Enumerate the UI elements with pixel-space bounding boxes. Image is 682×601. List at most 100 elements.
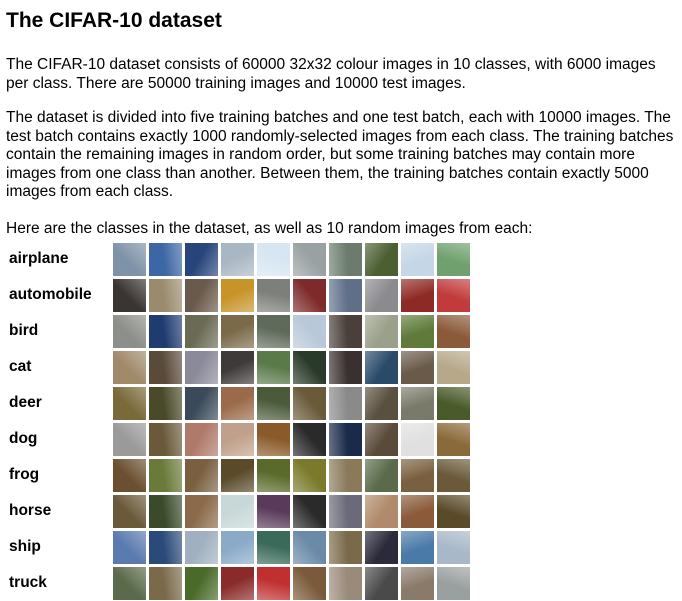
sample-image [365,566,398,600]
sample-image [437,242,470,276]
class-row: dog [9,421,470,457]
sample-image [401,494,434,528]
sample-image [113,530,146,564]
sample-image [293,530,326,564]
class-label: deer [9,394,42,411]
page-title: The CIFAR-10 dataset [6,9,222,32]
sample-image [257,350,290,384]
sample-image [437,350,470,384]
sample-image [437,530,470,564]
class-row: truck [9,565,470,601]
class-label: airplane [9,250,69,267]
sample-image [221,278,254,312]
class-images [113,493,470,529]
class-images [113,421,470,457]
sample-image [221,494,254,528]
class-images [113,565,470,601]
sample-image [149,530,182,564]
intro-paragraph: The CIFAR-10 dataset consists of 60000 3… [6,56,656,92]
sample-image [149,494,182,528]
sample-image [221,386,254,420]
sample-image [365,422,398,456]
sample-image [221,566,254,600]
sample-image [365,350,398,384]
sample-image [185,386,218,420]
sample-image [113,494,146,528]
sample-image [365,314,398,348]
sample-image [293,242,326,276]
sample-image [437,422,470,456]
sample-image [257,278,290,312]
class-label: dog [9,430,38,447]
sample-image [149,350,182,384]
sample-image [257,566,290,600]
class-images [113,241,470,277]
sample-image [365,386,398,420]
sample-image [257,422,290,456]
sample-image [401,566,434,600]
sample-image [113,350,146,384]
sample-image [329,386,362,420]
sample-image [185,566,218,600]
sample-image [149,422,182,456]
class-images [113,385,470,421]
class-row: cat [9,349,470,385]
class-row: bird [9,313,470,349]
sample-image [293,350,326,384]
sample-image [293,422,326,456]
class-label: frog [9,466,40,483]
sample-image [329,458,362,492]
sample-image [149,566,182,600]
sample-image [149,242,182,276]
sample-image [221,530,254,564]
sample-image [149,314,182,348]
sample-image [293,278,326,312]
sample-image [437,386,470,420]
sample-image [293,566,326,600]
sample-image [257,314,290,348]
sample-image [329,530,362,564]
sample-image [185,314,218,348]
sample-image [257,458,290,492]
sample-image [113,314,146,348]
sample-image [221,242,254,276]
class-label: horse [9,502,52,519]
class-images [113,313,470,349]
sample-image [113,278,146,312]
class-label: truck [9,574,47,591]
sample-image [329,422,362,456]
sample-image [185,350,218,384]
sample-image [149,458,182,492]
class-label: cat [9,358,32,375]
sample-image [401,278,434,312]
sample-image [437,314,470,348]
sample-image [185,458,218,492]
class-row: frog [9,457,470,493]
sample-image [365,530,398,564]
class-images [113,277,470,313]
sample-image [221,458,254,492]
sample-image [293,494,326,528]
sample-image [437,278,470,312]
sample-image [293,386,326,420]
sample-image [401,422,434,456]
sample-image [437,494,470,528]
sample-image [293,314,326,348]
sample-image [185,278,218,312]
sample-image [329,494,362,528]
sample-image [329,242,362,276]
class-label: ship [9,538,41,555]
sample-image [221,422,254,456]
sample-image [185,494,218,528]
sample-image [329,350,362,384]
sample-image [113,386,146,420]
sample-image [365,458,398,492]
sample-image [401,314,434,348]
class-images [113,457,470,493]
sample-image [401,458,434,492]
sample-image [185,422,218,456]
sample-image [401,242,434,276]
sample-image [365,242,398,276]
sample-image [113,422,146,456]
